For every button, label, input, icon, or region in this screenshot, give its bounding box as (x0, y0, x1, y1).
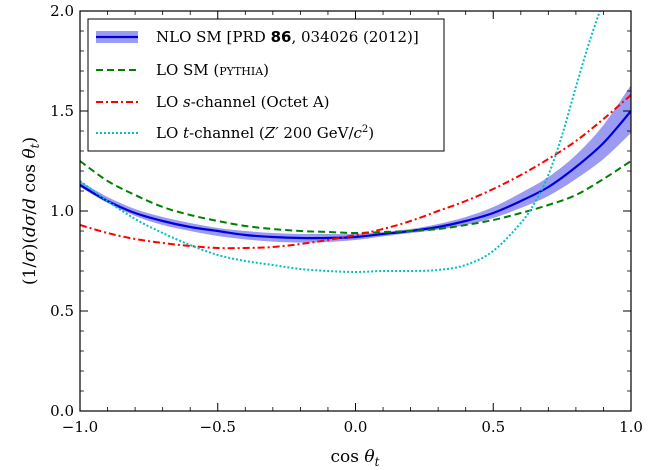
y-tick-label: 2.0 (50, 2, 74, 20)
x-tick-label: 0.5 (481, 418, 505, 436)
ticks-layer: −1.0 −0.5 0.0 0.5 1.0 0.0 0.5 1.0 1.5 2.0 (50, 2, 643, 436)
series-t-channel-line (80, 11, 601, 274)
legend: NLO SM [PRD 86, 034026 (2012)] LO SM (py… (87, 18, 445, 152)
y-tick-label: 1.5 (50, 102, 74, 120)
svg-text:(1/σ)(dσ/d cos θt): (1/σ)(dσ/d cos θt) (20, 137, 42, 285)
legend-label-s-channel: LO s-channel (Octet A) (156, 93, 330, 111)
y-tick-label: 1.0 (50, 202, 74, 220)
y-tick-label: 0.5 (50, 302, 74, 320)
x-tick-label: −1.0 (62, 418, 98, 436)
series-lo-sm-line (80, 160, 631, 235)
x-axis-title: cos θt (331, 447, 380, 469)
legend-box (87, 18, 445, 152)
legend-label-nlo-sm: NLO SM [PRD 86, 034026 (2012)] (156, 28, 419, 46)
x-tick-label: 0.0 (344, 418, 368, 436)
x-tick-label: 1.0 (619, 418, 643, 436)
series-nlo-sm-line (80, 110, 631, 240)
series-s-channel-line (80, 94, 631, 250)
y-tick-label: 0.0 (50, 402, 74, 420)
x-tick-label: −0.5 (200, 418, 236, 436)
series-layer (80, 11, 631, 274)
legend-label-lo-sm: LO SM (pythia) (156, 61, 269, 79)
y-axis-title: (1/σ)(dσ/d cos θt) (20, 137, 42, 285)
legend-label-t-channel: LO t-channel (Z′ 200 GeV/c2) (156, 124, 374, 142)
